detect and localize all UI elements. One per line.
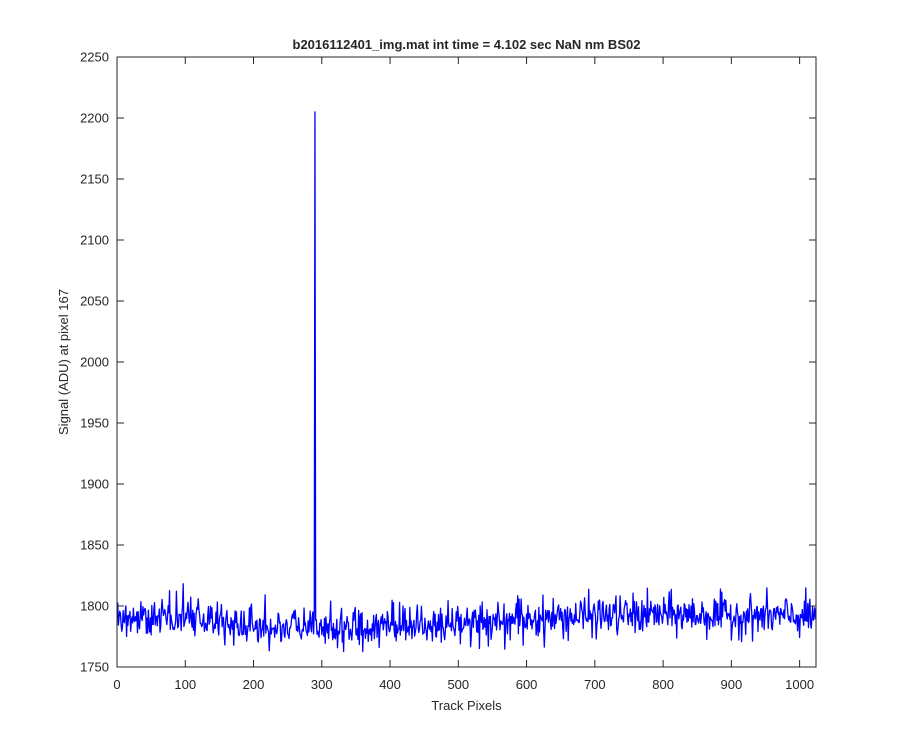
ticks-layer: 0 100 200 300 400 500 600 700 800 900 1000 1750 1800… (80, 50, 816, 692)
x-tick-label: 900 (721, 677, 743, 692)
y-tick-label: 1850 (80, 538, 109, 553)
y-tick-label: 2250 (80, 50, 109, 65)
x-tick-label: 300 (311, 677, 333, 692)
x-tick-label: 200 (243, 677, 265, 692)
series-layer (117, 111, 817, 653)
x-tick-label: 500 (447, 677, 469, 692)
y-tick-label: 2200 (80, 111, 109, 126)
y-tick-label: 2100 (80, 233, 109, 248)
y-tick-label: 2050 (80, 294, 109, 309)
x-tick-label: 600 (516, 677, 538, 692)
y-axis-label: Signal (ADU) at pixel 167 (56, 289, 71, 435)
x-tick-label: 400 (379, 677, 401, 692)
series-line (117, 111, 817, 653)
x-tick-label: 700 (584, 677, 606, 692)
chart-title: b2016112401_img.mat int time = 4.102 sec… (293, 37, 641, 52)
plot-area (117, 57, 816, 667)
y-tick-label: 1800 (80, 599, 109, 614)
x-tick-label: 100 (174, 677, 196, 692)
x-tick-label: 1000 (785, 677, 814, 692)
y-tick-label: 2150 (80, 172, 109, 187)
x-tick-label: 0 (113, 677, 120, 692)
y-tick-label: 1750 (80, 660, 109, 675)
x-axis-label: Track Pixels (431, 698, 502, 713)
axes-box (116, 56, 817, 668)
y-tick-label: 1900 (80, 477, 109, 492)
y-tick-label: 1950 (80, 416, 109, 431)
x-tick-label: 800 (652, 677, 674, 692)
y-tick-label: 2000 (80, 355, 109, 370)
